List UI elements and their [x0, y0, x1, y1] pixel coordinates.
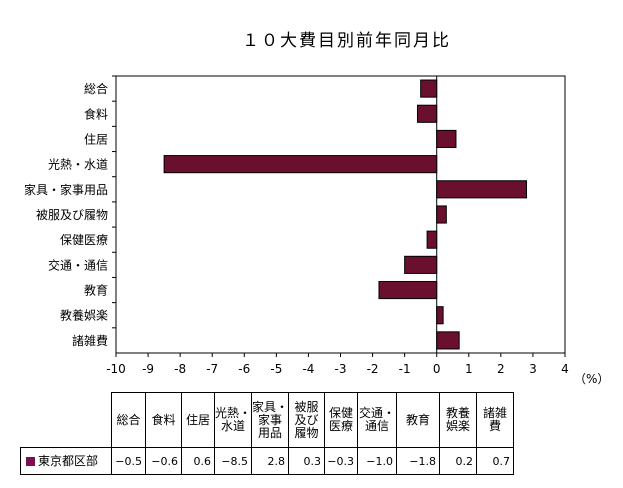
bar-chart: -10 -9 -8 -7 -6 -5 -4 -3 -2 -1 0 1 2 3 4総合食料住居光熱・水道家具・… — [24, 75, 569, 376]
x-axis-unit-label: （%） — [574, 372, 610, 386]
x-tick-label: -2 — [367, 362, 379, 376]
x-tick-label: 2 — [497, 362, 505, 376]
table-column-header: 教育 — [396, 392, 440, 448]
bar — [416, 104, 438, 123]
x-tick-label: -10 — [106, 362, 126, 376]
x-tick-label: 1 — [465, 362, 473, 376]
bar — [436, 180, 528, 199]
x-tick-label: -7 — [206, 362, 218, 376]
x-tick-label: 4 — [561, 362, 569, 376]
x-tick-label: 3 — [529, 362, 537, 376]
bar — [404, 255, 438, 274]
bar — [378, 280, 438, 300]
table-column-header: 住居 — [181, 392, 215, 448]
table-column-header: 教養 娯楽 — [439, 392, 477, 448]
table-column-header: 交通・ 通信 — [357, 392, 397, 448]
data-label-cell: −1.8 — [396, 447, 440, 475]
table-column-header: 被服 及び 履物 — [288, 392, 325, 448]
data-label-cell: −8.5 — [214, 447, 252, 475]
bar — [436, 331, 460, 350]
plot-area-frame — [115, 75, 566, 354]
bar — [436, 306, 444, 325]
table-corner-cell — [20, 392, 112, 448]
x-tick-label: -3 — [335, 362, 347, 376]
category-label: 総合 — [84, 81, 108, 96]
category-label: 家具・家事用品 — [24, 182, 108, 197]
category-label: 被服及び履物 — [36, 208, 108, 222]
bar — [436, 129, 457, 149]
table-column-header: 諸雑費 — [476, 392, 514, 448]
category-label: 住居 — [84, 132, 108, 146]
data-label-cell: 0.3 — [288, 447, 325, 475]
bar — [163, 155, 438, 174]
data-label-cell: 0.2 — [439, 447, 477, 475]
data-label-cell: −0.3 — [324, 447, 358, 475]
legend-swatch — [26, 456, 35, 466]
bar — [436, 205, 447, 224]
category-label: 教養娯楽 — [60, 308, 108, 323]
category-label: 保健医療 — [60, 233, 108, 247]
data-label-cell: −0.6 — [145, 447, 182, 475]
data-label-cell: 0.6 — [181, 447, 215, 475]
table-column-header: 光熱・ 水道 — [214, 392, 252, 448]
category-label: 光熱・水道 — [48, 158, 108, 172]
table-column-header: 食料 — [145, 392, 182, 448]
category-label: 食料 — [84, 106, 108, 121]
chart-title: １０大費目別前年同月比 — [242, 31, 451, 51]
x-tick-label: -9 — [142, 362, 154, 376]
x-tick-label: -6 — [238, 362, 250, 376]
data-label-cell: 0.7 — [476, 447, 514, 475]
table-header-row: 総合 食料 住居 光熱・ 水道 家具・ 家事 用品 被服 及び 履物 保健 医療 交通・ 通信 教育 教養 娯楽諸… — [20, 392, 514, 448]
category-label: 交通・通信 — [48, 257, 108, 272]
table-column-header: 家具・ 家事 用品 — [251, 392, 289, 448]
bar — [420, 79, 438, 98]
data-label-cell: −0.5 — [111, 447, 146, 475]
table-column-header: 総合 — [111, 392, 146, 448]
series-legend-cell: 東京都区部 — [20, 447, 112, 475]
category-label: 諸雑費 — [72, 333, 108, 348]
x-tick-label: -5 — [270, 362, 282, 376]
bar — [426, 230, 438, 249]
x-tick-label: -1 — [399, 362, 411, 376]
x-tick-label: -4 — [302, 362, 314, 376]
category-label: 教育 — [84, 283, 108, 298]
table-row: 東京都区部 −0.5 −0.6 0.6 −8.5 2.8 0.3 −0.3 −1.0 −1.8 0.… — [20, 447, 514, 475]
x-tick-label: 0 — [433, 362, 441, 376]
data-table: 総合 食料 住居 光熱・ 水道 家具・ 家事 用品 被服 及び 履物 保健 医療 交通・ 通信 教育 教養 娯楽諸… — [20, 392, 514, 475]
series-name: 東京都区部 — [38, 453, 99, 468]
data-label-cell: 2.8 — [251, 447, 289, 475]
data-label-cell: −1.0 — [357, 447, 397, 475]
table-column-header: 保健 医療 — [324, 392, 358, 448]
x-tick-label: -8 — [174, 362, 186, 376]
